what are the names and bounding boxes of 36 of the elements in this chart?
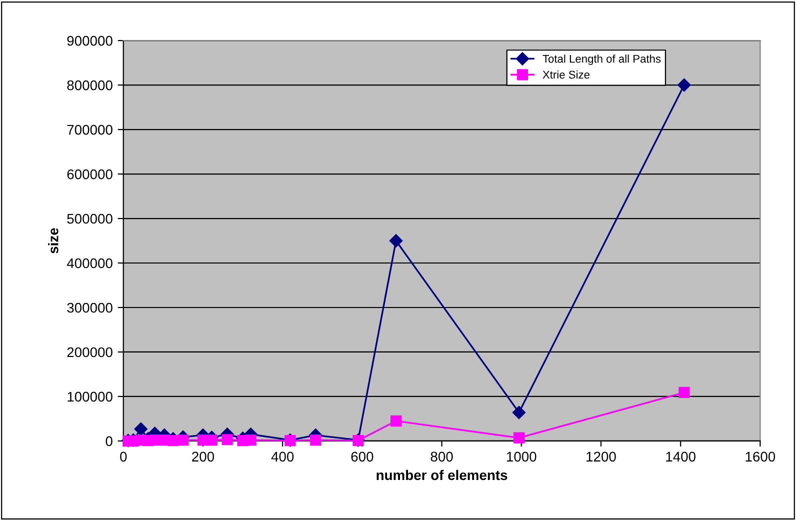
point <box>245 434 256 446</box>
x-axis-title: number of elements <box>376 470 508 480</box>
y-tick-label: 400000 <box>66 258 112 268</box>
point <box>206 434 218 446</box>
y-tick-label: 500000 <box>67 214 112 224</box>
point <box>390 415 402 426</box>
point <box>678 386 690 398</box>
y-tick-label: 900000 <box>67 36 112 46</box>
point <box>178 434 189 446</box>
point <box>389 234 403 248</box>
point <box>512 406 526 420</box>
x-tick-label: 200 <box>192 452 214 462</box>
y-axis-title: size <box>48 228 58 254</box>
point <box>678 78 691 92</box>
point <box>222 434 233 446</box>
point <box>134 422 148 436</box>
x-tick-label: 800 <box>430 452 453 462</box>
legend-label: Xtrie Size <box>542 70 590 79</box>
y-tick-label: 600000 <box>67 169 112 180</box>
y-tick-label: 800000 <box>67 80 112 90</box>
y-tick-label: 200000 <box>67 347 112 358</box>
point <box>513 432 525 444</box>
legend-label: Total Length of all Paths <box>542 54 661 65</box>
point <box>168 434 179 446</box>
point <box>310 434 322 446</box>
x-tick-label: 1600 <box>746 452 776 462</box>
x-tick-label: 1000 <box>506 452 536 462</box>
x-tick-label: 400 <box>271 452 294 462</box>
y-tick-label: 100000 <box>68 392 112 402</box>
x-tick-label: 1200 <box>586 452 616 462</box>
x-tick-label: 1400 <box>666 452 696 462</box>
y-tick-label: 300000 <box>67 302 112 313</box>
x-tick-label: 600 <box>351 452 374 462</box>
x-tick-label: 0 <box>120 452 127 462</box>
y-tick-label: 700000 <box>67 124 112 135</box>
y-tick-label: 0 <box>106 436 112 446</box>
